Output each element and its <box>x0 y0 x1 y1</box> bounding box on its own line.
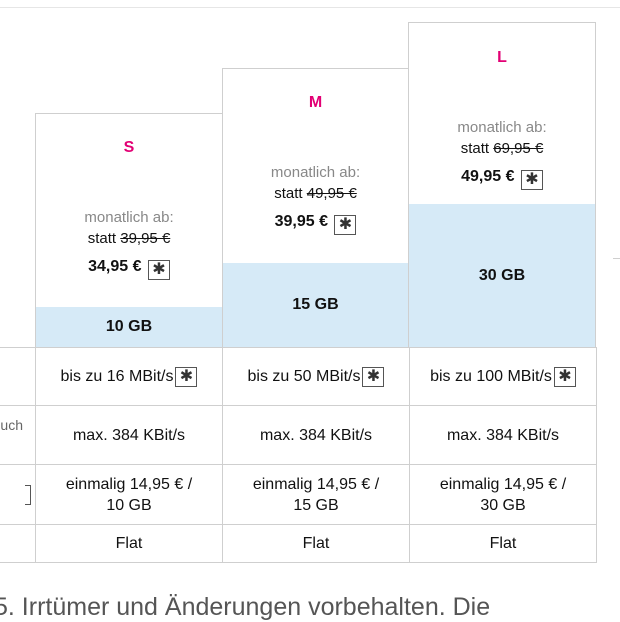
plan-name: M <box>308 94 323 111</box>
right-edge-divider <box>613 258 620 259</box>
data-volume: 30 GB <box>478 266 526 284</box>
data-volume-band: 10 GB <box>36 307 222 347</box>
monthly-label: monatlich ab: <box>270 164 361 181</box>
price-block: monatlich ab: statt 39,95 € 34,95 € ✱ <box>36 208 222 280</box>
asterisk-box-icon[interactable]: ✱ <box>553 366 576 387</box>
old-price: 39,95 € <box>120 230 171 247</box>
speed-cell-s: bis zu 16 MBit/s ✱ <box>36 347 223 406</box>
extra-option-cell-m: einmalig 14,95 € / 15 GB <box>223 465 410 525</box>
speed-cell-m: bis zu 50 MBit/s ✱ <box>223 347 410 406</box>
monthly-label: monatlich ab: <box>84 209 174 226</box>
row-label-speed <box>0 347 36 406</box>
throttled-cell-l: max. 384 KBit/s <box>410 406 597 465</box>
new-price-line: 49,95 € ✱ <box>409 164 595 190</box>
price-block: monatlich ab: statt 49,95 € 39,95 € ✱ <box>223 163 408 235</box>
flat-cell-l: Flat <box>410 525 597 563</box>
data-volume-band: 15 GB <box>223 263 408 347</box>
extra-option-cell-s: einmalig 14,95 € / 10 GB <box>36 465 223 525</box>
old-price-prefix: statt <box>87 230 117 247</box>
new-price-line: 39,95 € ✱ <box>223 209 408 235</box>
data-volume: 15 GB <box>292 296 339 313</box>
data-volume-band: 30 GB <box>409 204 595 347</box>
new-price: 34,95 € <box>88 258 142 275</box>
monthly-label: monatlich ab: <box>457 119 547 136</box>
plan-card-m: M monatlich ab: statt 49,95 € 39,95 € ✱ … <box>222 68 409 348</box>
throttled-cell-m: max. 384 KBit/s <box>223 406 410 465</box>
old-price: 49,95 € <box>306 185 357 202</box>
plan-card-s: S monatlich ab: statt 39,95 € 34,95 € ✱ … <box>35 113 223 348</box>
row-label-info-icon <box>25 485 31 505</box>
price-block: monatlich ab: statt 69,95 € 49,95 € ✱ <box>409 118 595 190</box>
asterisk-box-icon[interactable]: ✱ <box>520 170 543 190</box>
flat-cell-s: Flat <box>36 525 223 563</box>
data-volume: 10 GB <box>105 318 153 335</box>
asterisk-box-icon[interactable]: ✱ <box>334 215 357 235</box>
speed-value: bis zu 16 MBit/s <box>60 368 174 385</box>
asterisk-box-icon[interactable]: ✱ <box>175 366 198 387</box>
plan-name: S <box>123 139 135 156</box>
footer-disclaimer: 5. Irrtümer und Änderungen vorbehalten. … <box>0 593 491 621</box>
flat-cell-m: Flat <box>223 525 410 563</box>
row-label-extra <box>0 465 36 525</box>
new-price: 39,95 € <box>274 213 328 230</box>
row-label-throttled: uch <box>0 406 36 465</box>
old-price: 69,95 € <box>493 140 544 157</box>
old-price-line: statt 39,95 € <box>36 228 222 250</box>
old-price-line: statt 69,95 € <box>409 138 595 160</box>
new-price-line: 34,95 € ✱ <box>36 254 222 280</box>
row-label-text: uch <box>0 417 23 433</box>
asterisk-box-icon[interactable]: ✱ <box>147 260 170 280</box>
new-price: 49,95 € <box>461 168 515 185</box>
old-price-prefix: statt <box>460 140 490 157</box>
plan-card-l: L monatlich ab: statt 69,95 € 49,95 € ✱ … <box>408 22 596 348</box>
top-divider <box>0 7 620 8</box>
speed-value: bis zu 100 MBit/s <box>430 368 552 385</box>
throttled-cell-s: max. 384 KBit/s <box>36 406 223 465</box>
speed-value: bis zu 50 MBit/s <box>247 368 361 385</box>
asterisk-box-icon[interactable]: ✱ <box>362 366 385 387</box>
old-price-line: statt 49,95 € <box>223 183 408 205</box>
row-label-flat <box>0 525 36 563</box>
old-price-prefix: statt <box>274 185 303 202</box>
speed-cell-l: bis zu 100 MBit/s ✱ <box>410 347 597 406</box>
plan-name: L <box>497 49 507 66</box>
extra-option-cell-l: einmalig 14,95 € / 30 GB <box>410 465 597 525</box>
